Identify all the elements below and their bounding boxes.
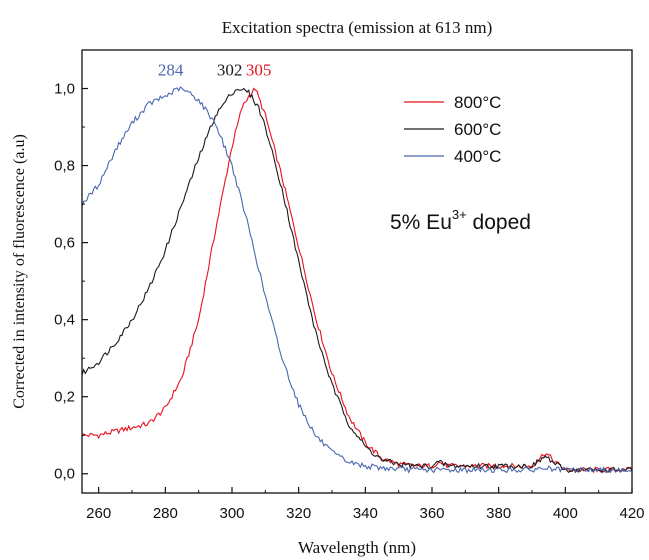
y-axis-ticks: 0,0 0,2 0,4 0,6 0,8 1,0 <box>54 81 88 483</box>
series-line-800c <box>81 87 633 474</box>
x-tick-label: 300 <box>219 505 244 522</box>
doping-note-superscript: 3+ <box>452 207 467 222</box>
series-line-400c <box>81 86 633 474</box>
legend-label: 400°C <box>454 147 501 166</box>
legend-label: 600°C <box>454 120 501 139</box>
x-tick-label: 260 <box>86 505 111 522</box>
x-tick-label: 340 <box>353 505 378 522</box>
peak-label-302: 302 <box>217 61 243 80</box>
plot-frame <box>81 49 633 494</box>
x-axis-label: Wavelength (nm) <box>298 538 416 557</box>
x-tick-label: 420 <box>619 505 644 522</box>
y-tick-label: 0,6 <box>54 235 75 252</box>
y-tick-label: 0,4 <box>54 312 75 329</box>
plot-area: 260 280 300 320 340 360 380 400 420 0,0 0,2 0,4 0,6… <box>54 49 645 522</box>
peak-label-284: 284 <box>158 61 184 80</box>
chart-title: Excitation spectra (emission at 613 nm) <box>222 18 493 37</box>
y-tick-label: 0,0 <box>54 466 75 483</box>
legend-label: 800°C <box>454 93 501 112</box>
peak-label-305: 305 <box>246 61 272 80</box>
legend: 800°C 600°C 400°C <box>404 93 501 166</box>
y-axis-label: Corrected in intensity of fluorescence (… <box>11 134 28 409</box>
x-tick-label: 360 <box>419 505 444 522</box>
series-line-600c <box>81 87 633 474</box>
x-tick-label: 320 <box>286 505 311 522</box>
peak-annotations: 284 302 305 <box>158 61 271 80</box>
doping-note: 5% Eu3+ doped <box>390 207 531 234</box>
x-axis-ticks: 260 280 300 320 340 360 380 400 420 <box>86 487 645 522</box>
x-tick-label: 280 <box>153 505 178 522</box>
y-tick-label: 0,8 <box>54 158 75 175</box>
series-layer <box>81 86 633 474</box>
y-tick-label: 0,2 <box>54 389 75 406</box>
x-tick-label: 380 <box>486 505 511 522</box>
x-tick-label: 400 <box>553 505 578 522</box>
y-tick-label: 1,0 <box>54 81 75 98</box>
